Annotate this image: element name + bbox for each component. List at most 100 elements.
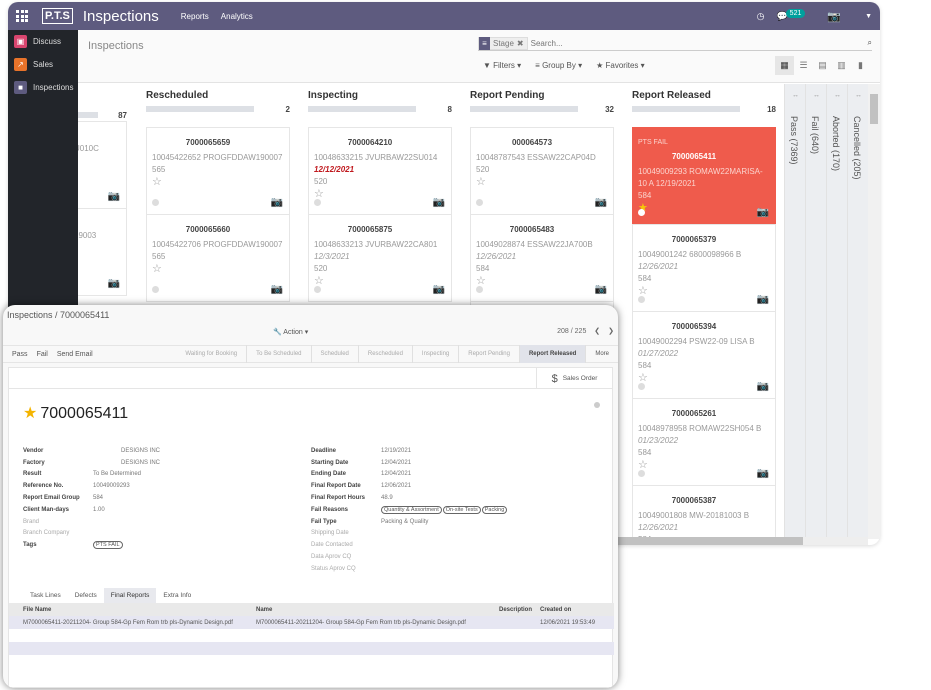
stage-to-be-scheduled[interactable]: To Be Scheduled <box>247 345 312 363</box>
kanban-state-dot[interactable] <box>152 286 159 293</box>
priority-star-icon[interactable]: ★ <box>23 405 38 422</box>
kanban-state-dot[interactable] <box>152 199 159 206</box>
field-value[interactable]: 12/04/2021 <box>381 471 412 478</box>
column-title[interactable]: Report Released <box>632 90 711 101</box>
kanban-card[interactable]: U010C 📷 <box>78 121 127 209</box>
fail-button[interactable]: Fail <box>36 350 48 358</box>
stage-waiting-for-booking[interactable]: Waiting for Booking <box>176 345 248 363</box>
priority-star-icon[interactable]: ☆ <box>152 263 162 275</box>
priority-star-icon[interactable]: ☆ <box>314 275 324 287</box>
stage-rescheduled[interactable]: Rescheduled <box>359 345 413 363</box>
folded-column[interactable]: ↔ Aborted (170) <box>826 84 847 539</box>
priority-star-icon[interactable]: ☆ <box>314 188 324 200</box>
expand-column-icon[interactable]: ↔ <box>855 92 862 99</box>
column-title[interactable]: Report Pending <box>470 90 545 101</box>
field-value[interactable]: Packing & Quality <box>381 518 429 525</box>
kanban-card[interactable]: 000064573 10048787543 ESSAW22CAP04D 520 ☆ 📷 <box>470 127 614 215</box>
search-icon[interactable]: ⌕ <box>867 38 872 47</box>
kanban-state-dot[interactable] <box>476 286 483 293</box>
table-row[interactable]: M7000065411-20211204- Group 584-Gp Fem R… <box>9 616 614 629</box>
sidebar-item-sales[interactable]: ↗ Sales <box>8 53 78 76</box>
kanban-card[interactable]: 7000065379 10049001242 6800098966 B 12/26/… <box>632 224 776 312</box>
field-value[interactable]: Quantity & Assortment On-site Tests Packin… <box>381 505 508 514</box>
priority-star-icon[interactable]: ☆ <box>476 275 486 287</box>
graph-view-icon[interactable]: ▮ <box>858 60 863 70</box>
remove-facet-icon[interactable]: ✖ <box>516 38 524 48</box>
expand-column-icon[interactable]: ↔ <box>834 92 841 99</box>
field-value[interactable]: PTS FAIL <box>93 541 124 550</box>
priority-star-icon[interactable]: ☆ <box>638 459 648 471</box>
priority-star-icon[interactable]: ☆ <box>476 176 486 188</box>
stage-facet[interactable]: ≡ Stage ✖ <box>478 36 528 50</box>
field-value[interactable]: 12/19/2021 <box>381 447 412 454</box>
kanban-card[interactable]: 7000065483 10049028874 ESSAW22JA700B 12/26… <box>470 214 614 302</box>
kanban-view-icon[interactable]: ▦ <box>775 56 794 75</box>
sidebar-item-inspections[interactable]: ■ Inspections <box>8 76 78 99</box>
user-avatar-camera-icon[interactable]: 📷 <box>827 10 842 23</box>
kanban-state-dot[interactable] <box>638 470 645 477</box>
expand-column-icon[interactable]: ↔ <box>813 92 820 99</box>
pass-button[interactable]: Pass <box>12 350 28 358</box>
pager-next-icon[interactable]: ❯ <box>608 328 614 335</box>
column-title[interactable]: Rescheduled <box>146 90 209 101</box>
breadcrumb[interactable]: Inspections / 7000065411 <box>7 310 110 320</box>
field-value[interactable]: 12/04/2021 <box>381 459 412 466</box>
kanban-state-dot[interactable] <box>314 286 321 293</box>
field-value[interactable]: 48.9 <box>381 495 393 502</box>
field-value[interactable]: 584 <box>93 495 104 502</box>
stage-report-pending[interactable]: Report Pending <box>459 345 520 363</box>
kanban-card[interactable]: 7000065387 10049001808 MW-20181003 B 12/26… <box>632 485 776 539</box>
kanban-state-dot[interactable] <box>314 199 321 206</box>
folded-column[interactable]: ↔ Fail (640) <box>805 84 826 539</box>
kanban-card[interactable]: 7000064210 10048633215 JVURBAW22SU014 12/1… <box>308 127 452 215</box>
kanban-card[interactable]: 19003 📷 <box>78 208 127 296</box>
table-view-icon[interactable]: ▥ <box>837 60 846 70</box>
tab-task-lines[interactable]: Task Lines <box>30 592 61 599</box>
calendar-view-icon[interactable]: ▤ <box>818 60 827 70</box>
field-value[interactable]: 12/06/2021 <box>381 483 412 490</box>
stage-inspecting[interactable]: Inspecting <box>413 345 460 363</box>
user-menu-caret-icon[interactable]: ▼ <box>865 12 872 20</box>
field-value[interactable]: To Be Determined <box>93 471 142 478</box>
progress-bar[interactable] <box>308 106 416 112</box>
kanban-card[interactable]: 7000065659 10045422652 PROGFDDAW190007 565… <box>146 127 290 215</box>
col-file-name[interactable]: File Name <box>23 606 52 613</box>
chat-icon[interactable]: 💬 <box>776 10 788 21</box>
pager-prev-icon[interactable]: ❮ <box>594 328 601 335</box>
tab-final-reports[interactable]: Final Reports <box>103 588 157 603</box>
kanban-card[interactable]: PTS FAIL 7000065411 10049009293 ROMAW22MAR… <box>632 127 776 225</box>
kanban-state-dot[interactable] <box>594 402 600 408</box>
col-created-on[interactable]: Created on <box>540 606 572 613</box>
vertical-scrollbar[interactable] <box>868 84 880 539</box>
kanban-state-dot[interactable] <box>476 199 483 206</box>
menu-reports[interactable]: Reports <box>180 11 209 21</box>
col-description[interactable]: Description <box>498 606 532 613</box>
sidebar-item-discuss[interactable]: ▣ Discuss <box>8 30 78 53</box>
group-by-dropdown[interactable]: ≡ Group By ▾ <box>535 61 583 70</box>
filters-dropdown[interactable]: ▼ Filters ▾ <box>483 61 522 70</box>
apps-menu-icon[interactable] <box>16 10 28 22</box>
kanban-card[interactable]: 7000065261 10048978958 ROMAW22SH054 B 01/2… <box>632 398 776 486</box>
field-value[interactable]: DESIGNS INC <box>121 459 161 466</box>
priority-star-icon[interactable]: ☆ <box>638 372 648 384</box>
folded-column[interactable]: ↔ Pass (7369) <box>784 84 805 539</box>
stage-scheduled[interactable]: Scheduled <box>312 345 359 363</box>
kanban-card[interactable]: 7000065394 10049002294 PSW22-09 LISA B 01/… <box>632 311 776 399</box>
more-stages-dropdown[interactable]: More <box>595 351 609 357</box>
clock-icon[interactable]: ◷ <box>756 10 765 21</box>
field-value[interactable]: 10049009293 <box>93 483 130 490</box>
folded-column[interactable]: ↔ Cancelled (205) <box>847 84 868 539</box>
priority-star-icon[interactable]: ☆ <box>152 176 162 188</box>
stage-report-released[interactable]: Report Released <box>519 345 587 363</box>
send-email-button[interactable]: Send Email <box>56 350 93 358</box>
priority-star-icon[interactable]: ☆ <box>638 285 648 297</box>
kanban-card[interactable]: 7000065875 10048633213 JVURBAW22CA801 12/3… <box>308 214 452 302</box>
tab-defects[interactable]: Defects <box>74 592 97 599</box>
search-input[interactable] <box>530 38 868 48</box>
kanban-card[interactable]: 7000065660 10045422706 PROGFDDAW190007 565… <box>146 214 290 302</box>
col-name[interactable]: Name <box>256 606 273 613</box>
search-bar[interactable]: ≡Stage✖ ⌕ <box>478 36 872 51</box>
kanban-state-dot[interactable] <box>638 296 645 303</box>
column-title[interactable]: Inspecting <box>308 90 359 101</box>
favorites-dropdown[interactable]: ★ Favorites ▾ <box>596 61 645 70</box>
